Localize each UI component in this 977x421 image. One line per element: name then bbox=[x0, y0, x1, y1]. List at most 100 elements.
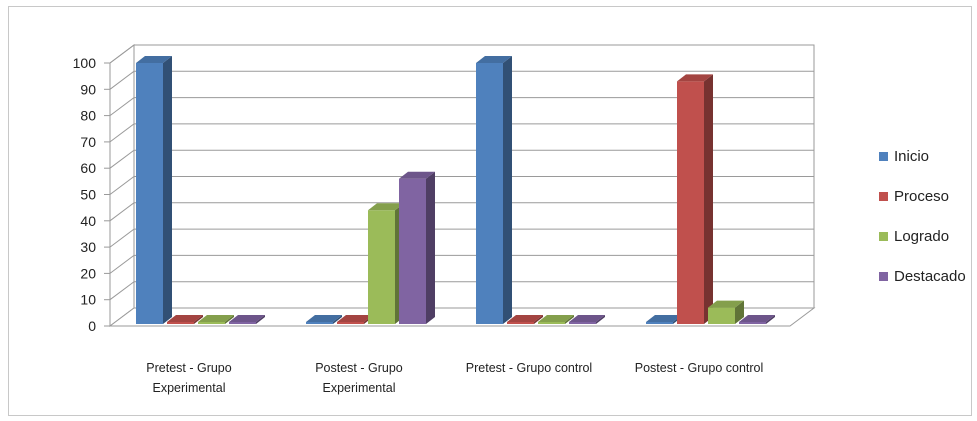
bar-destacado bbox=[569, 315, 605, 324]
bar-front bbox=[569, 322, 596, 324]
y-tick-label: 0 bbox=[88, 318, 96, 334]
category-label: Postest - Grupo Experimental bbox=[315, 361, 403, 395]
bar-proceso bbox=[677, 74, 713, 324]
category-label-line: Experimental bbox=[153, 381, 226, 395]
bar-top bbox=[677, 74, 713, 82]
category-label-line: Pretest - Grupo control bbox=[466, 361, 592, 375]
gridlines bbox=[109, 44, 814, 301]
bar-front bbox=[337, 322, 364, 324]
bar-top bbox=[538, 315, 574, 322]
gridline bbox=[109, 202, 814, 222]
bar-inicio bbox=[476, 56, 512, 324]
bar-side bbox=[225, 315, 234, 324]
floor bbox=[108, 307, 816, 327]
y-tick-label: 70 bbox=[80, 134, 96, 150]
bar-inicio bbox=[136, 56, 172, 324]
category-label: Pretest - Grupo control bbox=[466, 361, 592, 375]
y-tick-label: 40 bbox=[80, 213, 96, 229]
bar-side bbox=[766, 315, 775, 324]
bar-top bbox=[167, 315, 203, 322]
y-tick-label: 100 bbox=[73, 55, 97, 71]
category-label-line: Postest - Grupo bbox=[315, 361, 403, 375]
y-tick-label: 60 bbox=[80, 160, 96, 176]
legend-item: Proceso bbox=[879, 188, 949, 205]
bar-front bbox=[507, 322, 534, 324]
bar-front bbox=[136, 63, 163, 324]
bar-front bbox=[739, 322, 766, 324]
gridline bbox=[109, 44, 814, 64]
bar-front bbox=[167, 322, 194, 324]
bar-logrado bbox=[708, 300, 744, 324]
legend-swatch bbox=[879, 232, 888, 241]
legend-item: Destacado bbox=[879, 268, 966, 285]
y-tick-label: 90 bbox=[80, 81, 96, 97]
bar-front bbox=[368, 210, 395, 324]
legend-swatch bbox=[879, 272, 888, 281]
bar-top bbox=[368, 203, 404, 211]
legend-label: Destacado bbox=[894, 268, 966, 285]
gridline bbox=[109, 149, 814, 169]
bar-top bbox=[708, 300, 744, 308]
bar-side bbox=[596, 315, 605, 324]
legend: Inicio Proceso Logrado Destacado bbox=[879, 148, 966, 285]
bar-side bbox=[735, 300, 744, 324]
gridline bbox=[109, 254, 814, 274]
gridline bbox=[109, 176, 814, 195]
bar-front bbox=[306, 322, 333, 324]
bar-top bbox=[399, 171, 435, 179]
bar-side bbox=[534, 315, 543, 324]
gridline bbox=[109, 97, 814, 116]
category-label-line: Experimental bbox=[323, 381, 396, 395]
bars bbox=[136, 56, 775, 324]
bar-top bbox=[476, 56, 512, 63]
y-tick-label: 10 bbox=[80, 292, 96, 308]
y-tick-label: 80 bbox=[80, 108, 96, 124]
bar-front bbox=[399, 178, 426, 324]
bar-side bbox=[333, 315, 342, 324]
legend-item: Logrado bbox=[879, 228, 949, 245]
bar-destacado bbox=[229, 315, 265, 324]
category-label-line: Pretest - Grupo bbox=[146, 361, 231, 375]
bar-proceso bbox=[167, 315, 203, 324]
bar-front bbox=[677, 81, 704, 324]
bar-front bbox=[476, 63, 503, 324]
bar-top bbox=[337, 315, 373, 322]
gridline bbox=[109, 228, 814, 248]
y-tick-label: 50 bbox=[80, 187, 96, 203]
bar-logrado bbox=[538, 315, 574, 324]
bar-logrado bbox=[368, 203, 404, 324]
bar-front bbox=[646, 322, 673, 324]
bar-front bbox=[538, 322, 565, 324]
y-tick-label: 20 bbox=[80, 265, 96, 281]
bar-top bbox=[229, 315, 265, 322]
legend-label: Proceso bbox=[894, 188, 949, 205]
bar-top bbox=[136, 56, 172, 63]
legend-label: Inicio bbox=[894, 148, 929, 165]
bar-top bbox=[306, 315, 342, 322]
y-tick-label: 30 bbox=[80, 239, 96, 255]
bar-top bbox=[739, 315, 775, 322]
bar-top bbox=[507, 315, 543, 322]
bar-side bbox=[426, 171, 435, 324]
bar-inicio bbox=[306, 315, 342, 324]
bar-destacado bbox=[739, 315, 775, 324]
category-label: Postest - Grupo control bbox=[635, 361, 764, 375]
bar-top bbox=[646, 315, 682, 322]
bar-front bbox=[708, 307, 735, 324]
bar-side bbox=[163, 56, 172, 324]
gridline bbox=[109, 281, 814, 301]
bar-front bbox=[198, 322, 225, 324]
bar-top bbox=[569, 315, 605, 322]
y-axis-ticks: 0 10 20 30 40 50 60 70 80 90 100 bbox=[73, 55, 111, 334]
gridline bbox=[109, 70, 814, 90]
legend-item: Inicio bbox=[879, 148, 929, 165]
bar-proceso bbox=[507, 315, 543, 324]
bar-side bbox=[194, 315, 203, 324]
bar-side bbox=[704, 74, 713, 324]
category-label-line: Postest - Grupo control bbox=[635, 361, 764, 375]
bar-side bbox=[565, 315, 574, 324]
bar-top bbox=[198, 315, 234, 322]
legend-swatch bbox=[879, 192, 888, 201]
